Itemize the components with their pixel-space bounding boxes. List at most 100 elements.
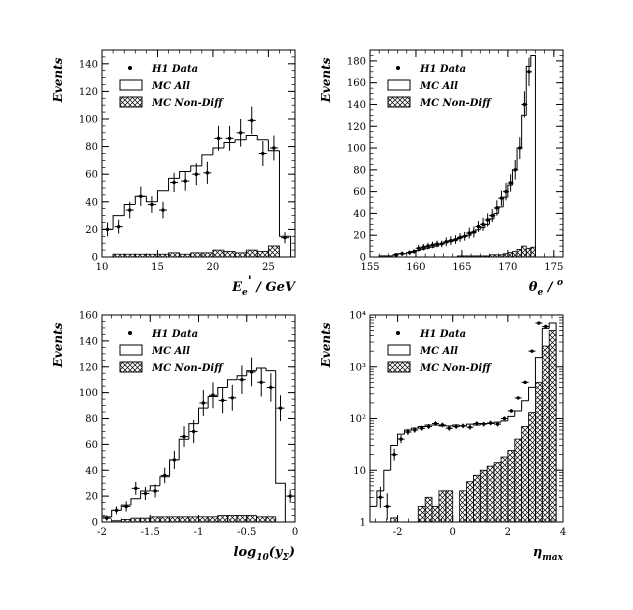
mc-all-bin (190, 165, 202, 172)
h1-data-point (136, 186, 145, 206)
y-tick-label: 140 (79, 336, 98, 347)
mc-nondiff-bar (528, 412, 536, 523)
chart-panel-eta: 1 10 10² 10³ 10⁴ -2 0 2 4 Events ηmax H1 Data MC All… (319, 311, 566, 564)
h1-data-point (493, 200, 500, 216)
y-tick-label: 100 (79, 388, 98, 399)
mc-nondiff-bar (438, 490, 447, 523)
mc-nondiff-bar (227, 515, 238, 523)
h1-data-point (489, 209, 496, 223)
h1-data-point (236, 119, 245, 147)
h1-data-point (480, 421, 488, 427)
h1-data-point (404, 428, 412, 436)
mc-all-bin (217, 386, 228, 397)
y-tick-label: 0 (360, 253, 366, 264)
h1-data-point (438, 240, 445, 248)
mc-all-bin (179, 170, 191, 179)
legend-label-h1-data: H1 Data (151, 64, 198, 75)
chart-panel-theta: 0 20 40 60 80 100 120 140 160 180 155 160 165 170 175 E… (319, 49, 564, 298)
legend-entry-h1-data: H1 Data (128, 329, 198, 340)
h1-data-point (424, 242, 431, 250)
mc-nondiff-bar (188, 516, 199, 523)
y-tick-label: 20 (85, 492, 98, 503)
x-tick-label: 10 (96, 262, 109, 273)
h1-data-point (528, 349, 536, 353)
x-tick-label: -2 (393, 527, 403, 538)
x-tick-label: 170 (498, 262, 517, 273)
y-tick-label: 60 (353, 187, 366, 198)
mc-nondiff-bar (521, 245, 527, 258)
legend-label-mc-all: MC All (151, 346, 190, 357)
mc-nondiff-bar (486, 465, 495, 523)
x-axis-label: ηmax (533, 545, 564, 563)
mc-nondiff-bar (431, 506, 440, 523)
h1-data-point (475, 221, 482, 232)
legend-label-h1-data: H1 Data (419, 64, 466, 75)
h1-data-point (181, 171, 190, 191)
mc-all-bin (275, 370, 286, 522)
legend-entry-mc-all: MC All (387, 79, 458, 92)
h1-data-point (473, 421, 481, 426)
mc-all-bin (376, 490, 384, 507)
mc-all-bin (207, 396, 218, 409)
mc-nondiff-bar (178, 516, 190, 523)
h1-data-point (452, 423, 460, 430)
mc-all-bin (472, 424, 481, 426)
h1-data-point (429, 241, 436, 249)
legend-label-mc-nondiff: MC Non-Diff (419, 363, 492, 374)
mc-nondiff-bar (493, 462, 502, 523)
mc-nondiff-bar (466, 481, 474, 523)
mc-nondiff-bar (140, 517, 151, 523)
h1-data-point (208, 382, 217, 409)
mc-all-bin (188, 423, 199, 440)
legend: H1 Data MC All MC Non-Diff (119, 329, 224, 374)
y-tick-label: 160 (347, 78, 366, 89)
x-tick-label: 175 (544, 262, 563, 273)
y-tick-label: 80 (353, 165, 366, 176)
y-tick-label: 40 (85, 466, 98, 477)
mc-all-bin (198, 407, 209, 424)
h1-data-point (512, 160, 519, 180)
y-tick-label: 60 (85, 440, 98, 451)
mc-all-bin (403, 429, 412, 435)
mc-nondiff-bar (267, 245, 280, 258)
mc-all-bin (548, 322, 557, 522)
h1-data-point (507, 174, 514, 192)
mc-nondiff-bar (217, 515, 228, 523)
mc-all-bin (156, 190, 169, 202)
y-tick-label: 10² (349, 414, 366, 425)
y-tick-label: 100 (347, 144, 366, 155)
h1-data-point (514, 396, 522, 400)
plot-frame (369, 49, 564, 258)
mc-nondiff-bar (390, 517, 398, 523)
mc-all-bin (410, 427, 419, 430)
mc-nondiff-bar (512, 251, 518, 258)
h1-data-point (487, 420, 495, 426)
x-tick-label: -2 (97, 527, 107, 538)
mc-nondiff-bar (521, 426, 529, 523)
x-tick-label: 160 (406, 262, 425, 273)
legend-entry-h1-data: H1 Data (396, 329, 466, 340)
mc-nondiff-bar (212, 249, 225, 258)
x-tick-label: 20 (207, 262, 220, 273)
mc-all-bin (452, 424, 460, 426)
y-tick-label: 20 (85, 225, 98, 236)
h1-data-point (131, 481, 140, 495)
h1-data-point (218, 387, 227, 414)
mc-all-bin (541, 327, 550, 358)
h1-data-point (159, 201, 168, 219)
mc-all-bin (168, 177, 180, 191)
y-tick-label: 0 (92, 253, 98, 264)
mc-nondiff-bar (541, 345, 550, 523)
mc-nondiff-bar (198, 516, 209, 523)
h1-data-point (535, 321, 543, 325)
y-tick-label: 10 (353, 466, 366, 477)
mc-all-bin (530, 54, 536, 257)
h1-data-point (521, 380, 529, 385)
h1-data-point (147, 196, 156, 213)
h1-data-point (411, 427, 419, 433)
legend-label-h1-data: H1 Data (151, 329, 198, 340)
mc-nondiff-bar (530, 246, 536, 258)
x-tick-label: -0.5 (237, 527, 256, 538)
legend-entry-mc-nondiff: MC Non-Diff (119, 96, 224, 109)
